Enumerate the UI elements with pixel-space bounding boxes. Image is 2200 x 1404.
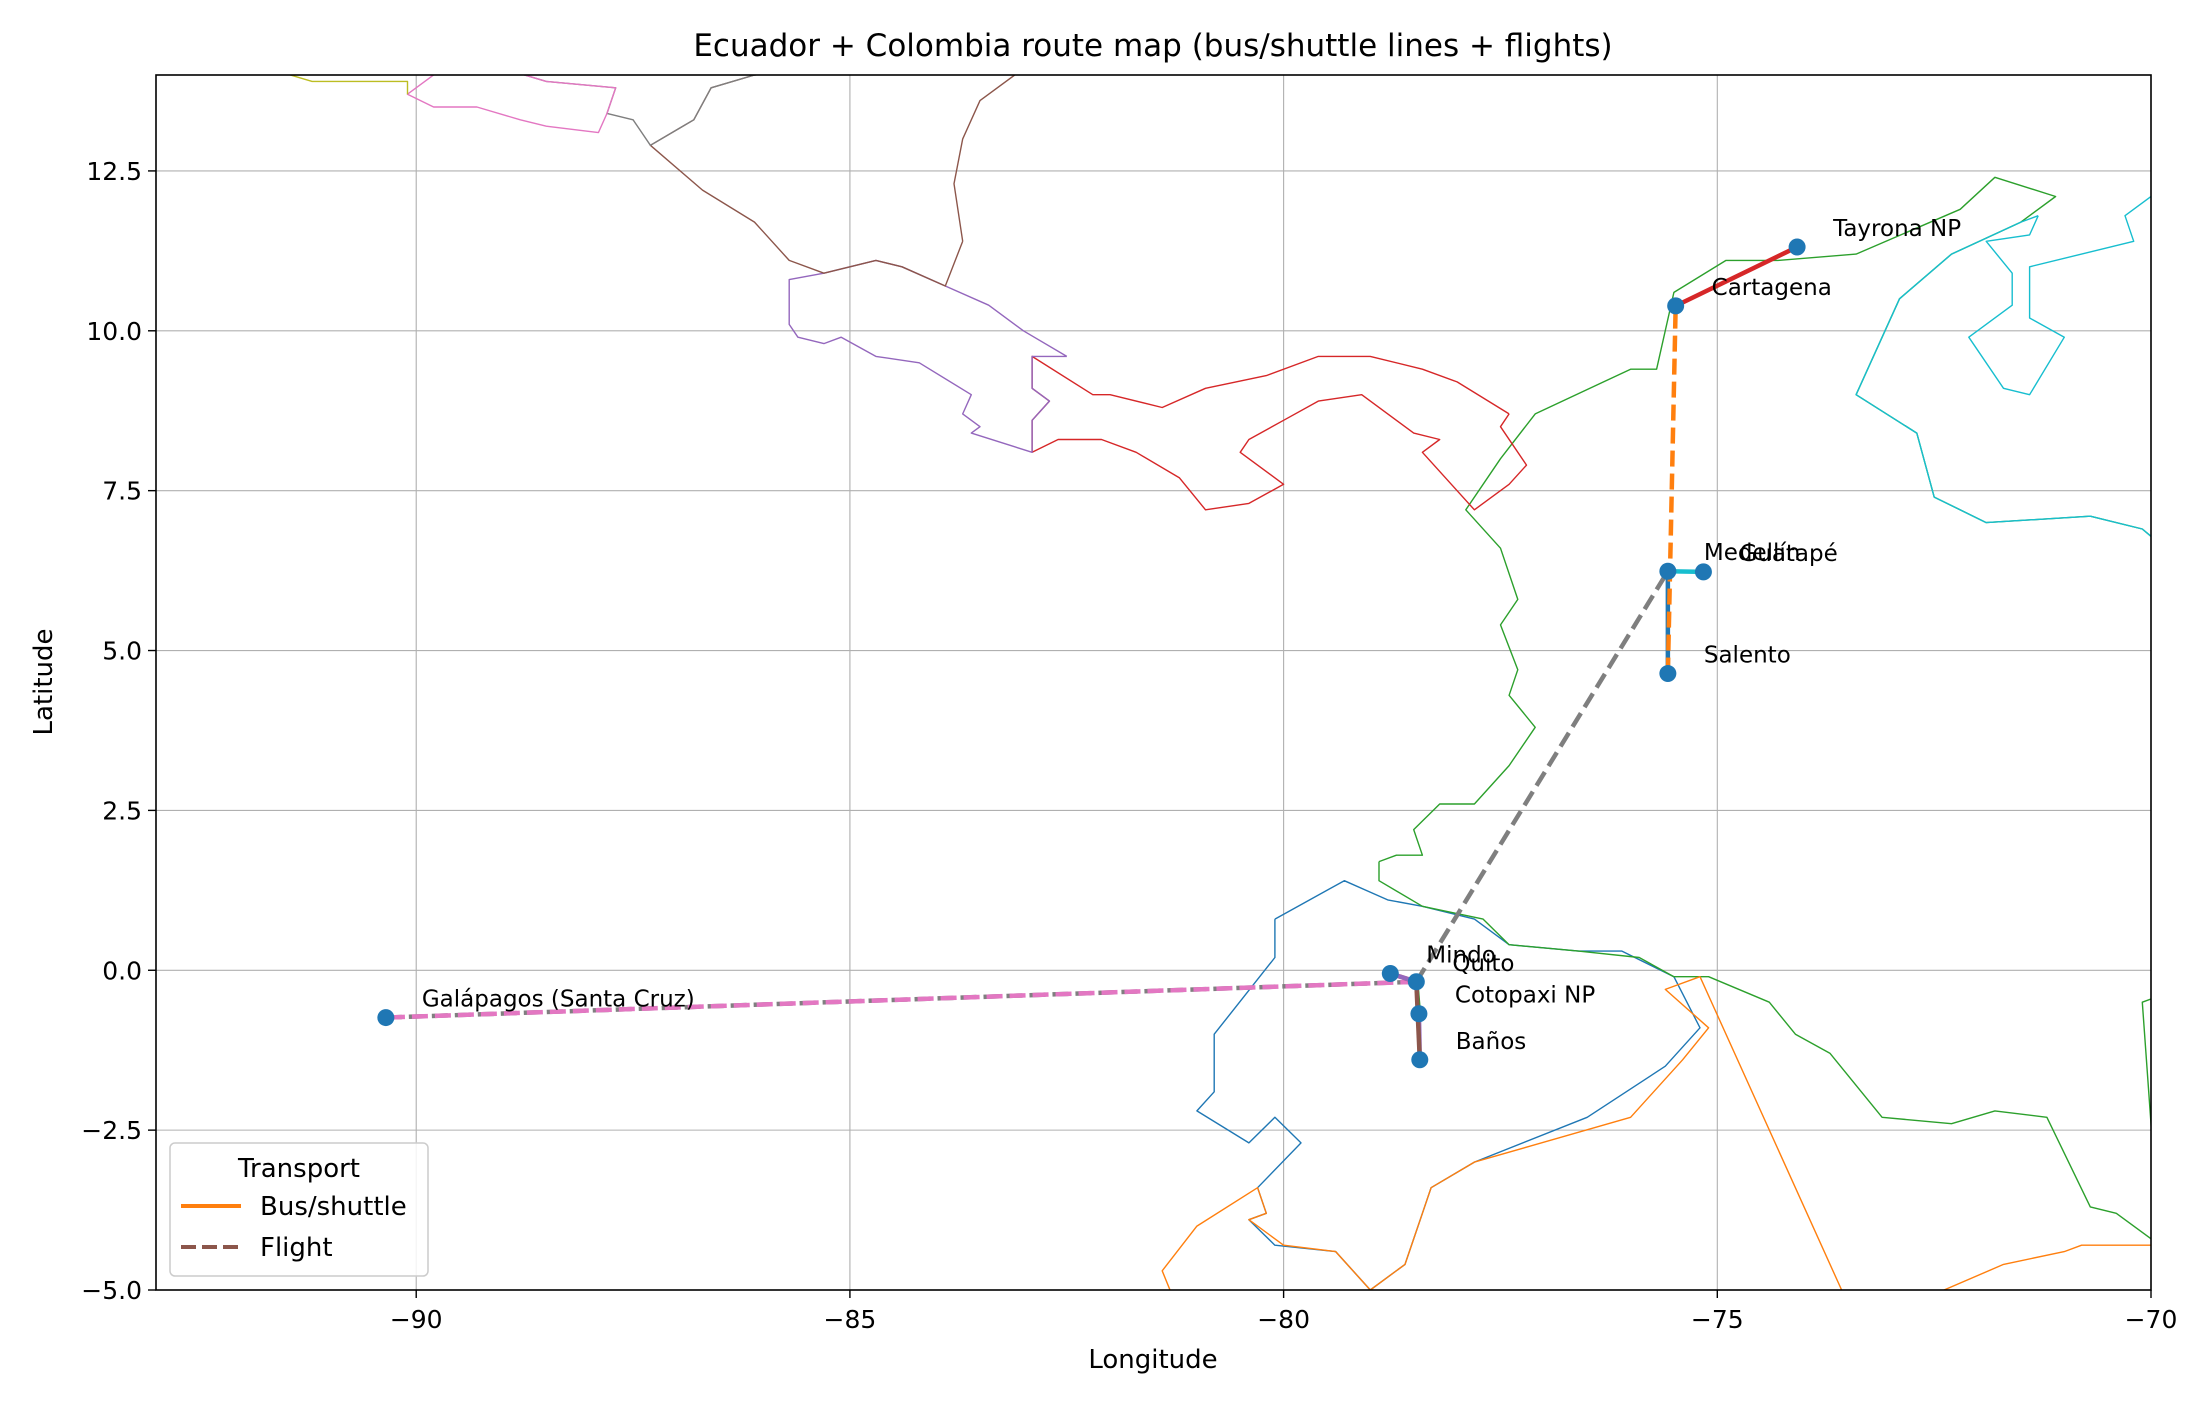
border-guatemala: [287, 75, 409, 95]
marker-cartagena: [1667, 297, 1685, 315]
legend: Transport Bus/shuttle Flight: [169, 1142, 429, 1277]
marker-mindo: [1381, 964, 1399, 982]
y-tick-label: 7.5: [102, 477, 142, 506]
y-tick-label: 0.0: [102, 956, 142, 985]
label-guatape: Guatapé: [1739, 541, 1837, 567]
y-tick-label: 5.0: [102, 637, 142, 666]
label-mindo: Mindo: [1426, 942, 1495, 968]
border-venezuela: [1855, 195, 2151, 538]
axes-frame: [155, 74, 2152, 1291]
x-tick-label: −80: [1257, 1305, 1310, 1334]
marker-banos: [1411, 1051, 1429, 1069]
marker-quito: [1407, 973, 1425, 991]
label-medellin: Medellín: [1704, 540, 1801, 566]
label-cotopaxi-np: Cotopaxi NP: [1455, 983, 1595, 1009]
x-tick-label: −75: [1691, 1305, 1744, 1334]
label-galapagos-santa-cruz: Galápagos (Santa Cruz): [422, 987, 695, 1013]
x-tick-label: −85: [824, 1305, 877, 1334]
label-salento: Salento: [1704, 643, 1791, 669]
marker-galapagos-santa-cruz: [377, 1009, 395, 1027]
x-tick-label: −70: [2125, 1305, 2178, 1334]
marker-cotopaxi-np: [1410, 1005, 1428, 1023]
label-tayrona-np: Tayrona NP: [1832, 216, 1961, 242]
place-markers: [377, 238, 1806, 1069]
route-quito-to-galapagos-santa-cruz: [385, 979, 1417, 1020]
chart-title: Ecuador + Colombia route map (bus/shuttl…: [693, 28, 1612, 64]
route-quito-to-medellin: [1414, 570, 1670, 983]
route-salento-to-cartagena: [1665, 305, 1678, 674]
marker-tayrona-np: [1788, 238, 1806, 256]
marker-guatape: [1694, 563, 1712, 581]
y-tick-label: 2.5: [102, 796, 142, 825]
route-cartagena-to-tayrona-np: [1674, 244, 1799, 308]
label-banos: Baños: [1456, 1029, 1527, 1055]
marker-salento: [1659, 665, 1677, 683]
legend-box: [169, 1142, 429, 1277]
x-tick-label: −90: [390, 1305, 443, 1334]
grid-lines: [156, 75, 2152, 1291]
y-tick-label: 12.5: [86, 157, 142, 186]
label-cartagena: Cartagena: [1712, 275, 1832, 301]
label-quito: Quito: [1452, 951, 1514, 977]
legend-label-bus: Bus/shuttle: [260, 1192, 407, 1222]
y-tick-label: −5.0: [81, 1276, 142, 1305]
x-axis-label: Longitude: [1088, 1345, 1217, 1375]
marker-medellin: [1659, 562, 1677, 580]
border-panama: [1031, 355, 1528, 511]
border-peru: [1161, 976, 2151, 1290]
legend-title: Transport: [237, 1154, 360, 1184]
y-tick-label: 10.0: [86, 317, 142, 346]
axis-ticks: −90 −85 −80 −75 −70 −5.0 −2.5 0.0 2.5 5.0 7.5 10.0 1…: [81, 157, 2177, 1334]
legend-label-flight: Flight: [260, 1233, 333, 1263]
y-tick-label: −2.5: [81, 1116, 142, 1145]
country-borders: [287, 75, 2151, 1290]
y-axis-label: Latitude: [29, 628, 59, 735]
